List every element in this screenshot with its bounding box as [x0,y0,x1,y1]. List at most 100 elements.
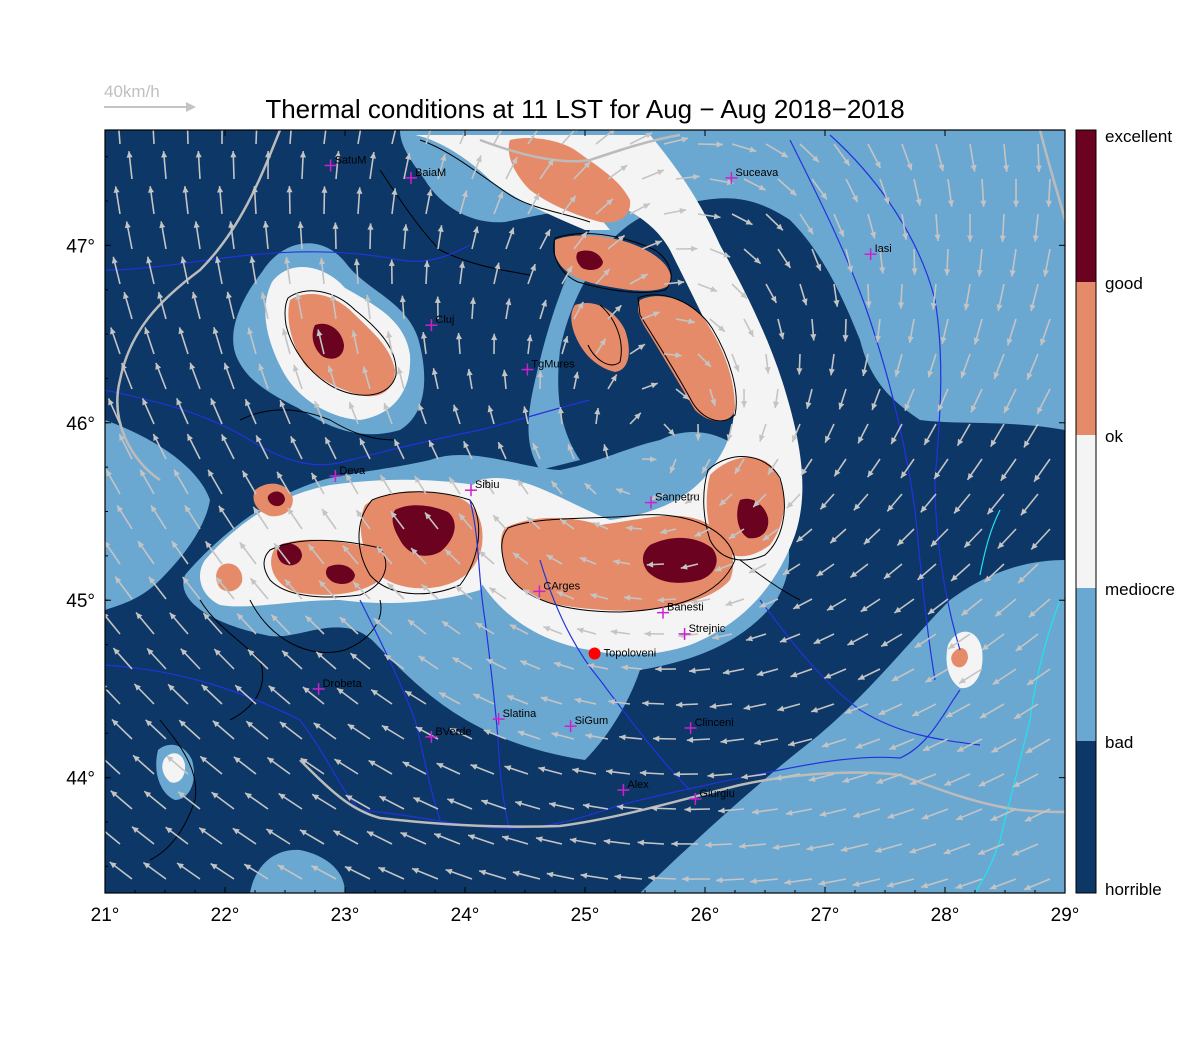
wind-arrowhead [582,802,590,809]
wind-arrowhead [740,291,748,299]
x-tick-label: 27° [811,905,840,926]
wind-arrowhead [287,507,294,515]
wind-arrowhead [907,336,914,344]
wind-arrowhead [745,219,753,225]
wind-arrowhead [655,666,662,673]
wind-arrowhead [602,444,609,452]
wind-arrowhead [644,630,651,637]
wind-arrowhead [712,633,720,640]
wind-arrowhead [137,541,145,548]
wind-arrowhead [764,366,771,374]
wind-arrowhead [976,269,983,277]
wind-arrowhead [421,584,429,591]
wind-arrowhead [494,262,501,270]
wind-arrowhead [753,500,760,508]
good-region-parang [392,505,455,556]
wind-arrowhead [759,434,765,442]
wind-arrowhead [472,226,479,234]
wind-arrowhead [445,868,453,875]
river-jiu [359,599,441,821]
wind-arrowhead [182,186,189,193]
wind-arrowhead [449,477,456,485]
wind-arrowhead [818,880,826,887]
wind-arrowhead [511,156,518,164]
wind-arrowhead [785,809,793,816]
wind-arrowhead [284,579,292,587]
mediocre-region-southwest [162,753,186,783]
wind-arrowhead [883,197,890,205]
wind-arrowhead [1012,849,1020,856]
colorbar: excellent good ok mediocre bad horrible [1075,127,1175,899]
wind-arrowhead [113,648,120,655]
wind-arrowhead [792,435,798,443]
wind-arrowhead [174,469,180,477]
wind-arrowhead [770,295,777,303]
wind-arrowhead [1024,884,1032,891]
colorbar-label-mediocre: mediocre [1105,580,1175,599]
wind-arrowhead [483,478,490,486]
wind-arrowhead [475,622,483,629]
wind-arrowhead [710,398,717,406]
wind-arrowhead [574,697,582,704]
wind-arrowhead [652,311,660,318]
wind-arrowhead [1023,440,1030,448]
wind-arrowhead [784,261,791,268]
wind-arrowhead [1027,678,1034,686]
wind-arrowhead [274,543,281,551]
wind-arrowhead [718,807,725,814]
wind-arrowhead [584,483,592,490]
wind-arrow [105,686,121,705]
wind-arrowhead [157,292,164,299]
wind-arrowhead [412,868,420,874]
wind-arrowhead [806,845,814,852]
city-label: Deva [339,465,366,477]
wind-arrowhead [105,541,111,548]
wind-arrowhead [543,626,551,632]
wind-arrowhead [177,863,184,870]
wind-arrowhead [271,614,278,622]
wind-arrowhead [281,328,288,336]
wind-arrowhead [876,778,884,784]
wind-arrowhead [431,368,438,376]
wind-arrowhead [145,719,153,727]
border-east [1038,130,1065,221]
wind-arrowhead [105,827,106,829]
wind-arrowhead [1031,542,1038,550]
wind-arrowhead [316,329,323,337]
wind-arrowhead [180,648,188,656]
wind-arrowhead [603,838,611,845]
wind-arrowhead [439,692,447,699]
wind-arrowhead [961,609,969,616]
wind-arrowhead [689,667,696,674]
wind-arrowhead [184,505,191,513]
city-satum: SatuM [324,154,366,172]
wind-arrowhead [483,729,491,736]
coastline-delta [974,599,1061,893]
wind-arrowhead [381,725,389,732]
wind-arrowhead [532,443,539,451]
wind-arrowhead [123,292,129,300]
wind-arrowhead [650,805,658,812]
wind-arrowhead [930,302,937,310]
wind-arrowhead [980,200,987,207]
wind-arrowhead [1003,165,1010,172]
wind-arrowhead [858,436,864,444]
wind-arrowhead [405,690,413,697]
wind-arrowhead [921,882,929,889]
wind-arrowhead [179,720,186,727]
wind-arrowhead [720,738,728,745]
wind-arrowhead [705,841,712,848]
wind-arrowhead [313,722,321,730]
wind-arrowhead [1012,200,1020,207]
topoloveni-label: Topoloveni [604,647,657,659]
wind-arrowhead [553,661,561,668]
wind-arrowhead [927,370,934,378]
wind-arrowhead [734,466,741,474]
wind-arrowhead [479,550,486,558]
wind-arrowhead [947,200,954,207]
wind-arrowhead [124,221,131,229]
wind-arrowhead [244,864,252,871]
wind-arrowhead [333,830,341,837]
wind-arrowhead [415,726,423,733]
wind-arrowhead [512,870,520,877]
